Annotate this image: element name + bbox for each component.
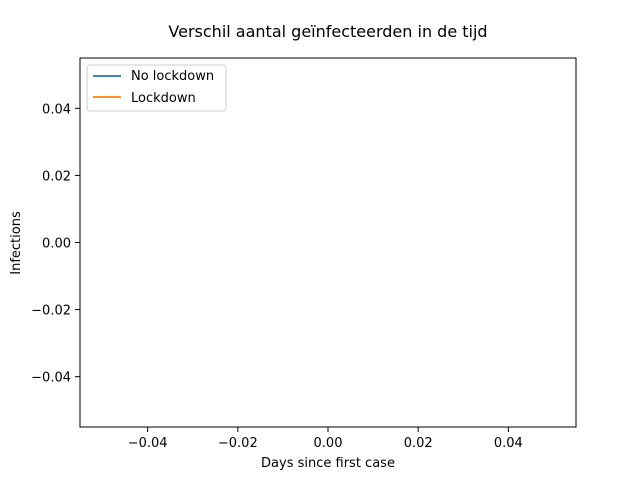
y-axis-title: Infections [9, 211, 24, 275]
y-tick-label: −0.02 [31, 304, 71, 319]
legend-label-lockdown: Lockdown [131, 91, 196, 106]
x-tick-label: −0.04 [128, 436, 168, 451]
y-tick-label: 0.04 [42, 102, 71, 117]
y-tick-label: 0.02 [42, 169, 71, 184]
y-axis: 0.04 0.02 0.00 −0.02 −0.04 [31, 102, 80, 386]
y-tick-label: 0.00 [42, 237, 71, 252]
legend: No lockdown Lockdown [86, 64, 227, 112]
x-tick-label: 0.00 [314, 436, 343, 451]
x-tick-label: 0.04 [494, 436, 523, 451]
x-tick-label: 0.02 [404, 436, 433, 451]
x-tick-label: −0.02 [218, 436, 258, 451]
legend-label-no-lockdown: No lockdown [131, 69, 214, 84]
y-tick-label: −0.04 [31, 371, 71, 386]
x-axis: −0.04 −0.02 0.00 0.02 0.04 [128, 427, 523, 451]
chart-title: Verschil aantal geïnfecteerden in de tij… [168, 22, 487, 41]
legend-box [86, 64, 227, 112]
plot-area [79, 57, 577, 428]
x-axis-title: Days since first case [261, 456, 395, 471]
